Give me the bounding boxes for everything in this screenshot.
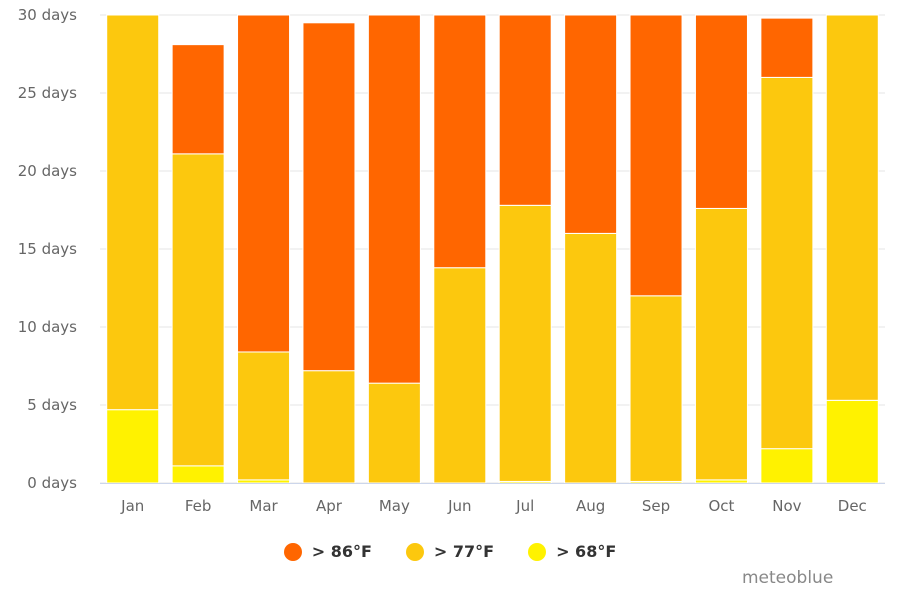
bar-oct-series-1[interactable] [694, 207, 748, 481]
legend-item[interactable]: > 68°F [528, 542, 616, 561]
legend-item[interactable]: > 86°F [283, 542, 372, 561]
legend-item[interactable]: > 77°F [405, 542, 495, 561]
bar-apr-series-1[interactable] [302, 370, 356, 484]
legend-dot-icon [283, 542, 302, 561]
bar-chart: 0 days 5 days 10 days 15 days 20 days 25 days… [18, 6, 885, 515]
bar-mar-series-1[interactable] [237, 351, 291, 481]
bar-nov-series-2[interactable] [760, 17, 814, 78]
bar-dec-series-0[interactable] [825, 399, 879, 484]
y-tick-label: 5 days [27, 396, 77, 414]
legend-dot-icon [528, 542, 547, 561]
bar-sep-series-1[interactable] [629, 295, 683, 482]
bar-jan-series-0[interactable] [106, 409, 160, 484]
bar-feb-series-2[interactable] [171, 44, 225, 155]
bar-feb-series-0[interactable] [171, 465, 225, 484]
bar-sep-series-2[interactable] [629, 14, 683, 297]
y-tick-label: 20 days [18, 162, 77, 180]
bar-may-series-2[interactable] [367, 14, 421, 384]
bar-jun-series-1[interactable] [433, 267, 487, 484]
legend-label: > 77°F [433, 542, 495, 561]
bar-nov-series-1[interactable] [760, 76, 814, 450]
bar-aug-series-1[interactable] [564, 232, 618, 484]
y-tick-label: 25 days [18, 84, 77, 102]
bar-jun-series-2[interactable] [433, 14, 487, 269]
x-tick-label: Feb [185, 497, 212, 515]
bar-feb-series-1[interactable] [171, 153, 225, 467]
x-tick-label: Apr [316, 497, 343, 515]
legend: > 86°F > 77°F > 68°F [0, 542, 900, 561]
bar-aug-series-2[interactable] [564, 14, 618, 234]
bar-dec-series-1[interactable] [825, 14, 879, 401]
legend-label: > 86°F [311, 542, 372, 561]
bar-oct-series-2[interactable] [694, 14, 748, 209]
legend-label: > 68°F [556, 542, 617, 561]
x-tick-label: Jan [120, 497, 144, 515]
x-tick-label: Sep [642, 497, 670, 515]
x-tick-label: Aug [576, 497, 605, 515]
y-tick-label: 10 days [18, 318, 77, 336]
y-tick-label: 30 days [18, 6, 77, 24]
bar-jul-series-1[interactable] [498, 204, 552, 482]
x-tick-label: Mar [249, 497, 278, 515]
x-tick-label: Jul [515, 497, 534, 515]
y-tick-label: 0 days [27, 474, 77, 492]
bar-jan-series-1[interactable] [106, 14, 160, 411]
bar-nov-series-0[interactable] [760, 448, 814, 484]
y-tick-label: 15 days [18, 240, 77, 258]
x-tick-label: Jun [447, 497, 471, 515]
bar-apr-series-2[interactable] [302, 22, 356, 372]
x-tick-label: Dec [838, 497, 867, 515]
x-tick-label: Oct [708, 497, 734, 515]
credit-meteoblue[interactable]: meteoblue [742, 568, 834, 588]
legend-dot-icon [405, 542, 424, 561]
bar-mar-series-2[interactable] [237, 14, 291, 353]
x-tick-label: Nov [772, 497, 801, 515]
x-tick-label: May [379, 497, 410, 515]
bar-jul-series-2[interactable] [498, 14, 552, 206]
bar-may-series-1[interactable] [367, 382, 421, 484]
